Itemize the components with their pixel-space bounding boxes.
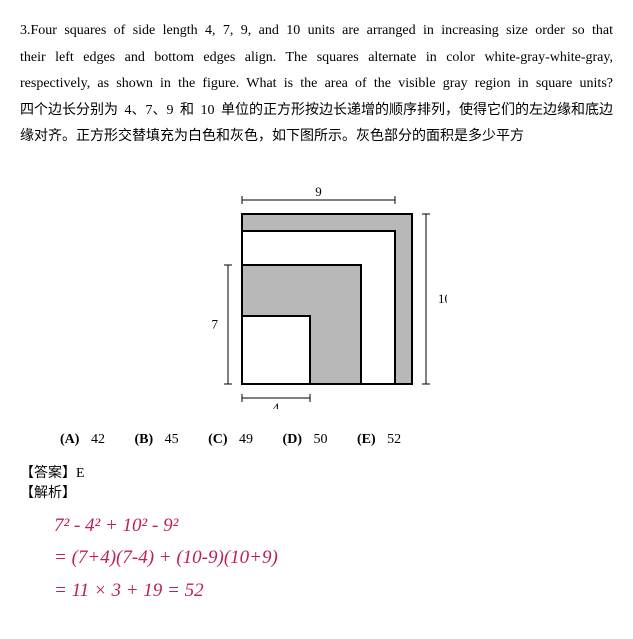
- answer-line: 【答案】E: [20, 462, 613, 482]
- squares-diagram: 9 10 7 4: [187, 179, 447, 409]
- problem-text-zh: 四个边长分别为 4、7、9 和 10 单位的正方形按边长递增的顺序排列，使得它们…: [20, 103, 613, 145]
- hand-line-2: = (7+4)(7-4) + (10-9)(10+9): [54, 542, 613, 574]
- answer-label: 【答案】: [20, 466, 76, 481]
- answer-block: 【答案】E 【解析】: [20, 462, 613, 502]
- svg-text:10: 10: [438, 291, 447, 306]
- svg-text:7: 7: [211, 316, 218, 331]
- option-c: (C) 49: [208, 432, 253, 447]
- hand-line-1: 7² - 4² + 10² - 9²: [54, 510, 613, 542]
- problem-number: 3.: [20, 23, 31, 38]
- problem-text-en: Four squares of side length 4, 7, 9, and…: [20, 23, 613, 91]
- option-a: (A) 42: [60, 432, 105, 447]
- answer-value: E: [76, 466, 85, 481]
- option-d: (D) 50: [283, 432, 328, 447]
- problem-text: 3.Four squares of side length 4, 7, 9, a…: [20, 18, 613, 151]
- svg-text:9: 9: [315, 184, 322, 199]
- option-e: (E) 52: [357, 432, 401, 447]
- analysis-label: 【解析】: [20, 482, 613, 502]
- hand-line-3: = 11 × 3 + 19 = 52: [54, 575, 613, 607]
- option-b: (B) 45: [134, 432, 178, 447]
- handwritten-work: 7² - 4² + 10² - 9² = (7+4)(7-4) + (10-9)…: [54, 510, 613, 607]
- options-row: (A) 42 (B) 45 (C) 49 (D) 50 (E) 52: [60, 432, 613, 448]
- svg-text:4: 4: [272, 400, 279, 409]
- figure: 9 10 7 4: [20, 179, 613, 414]
